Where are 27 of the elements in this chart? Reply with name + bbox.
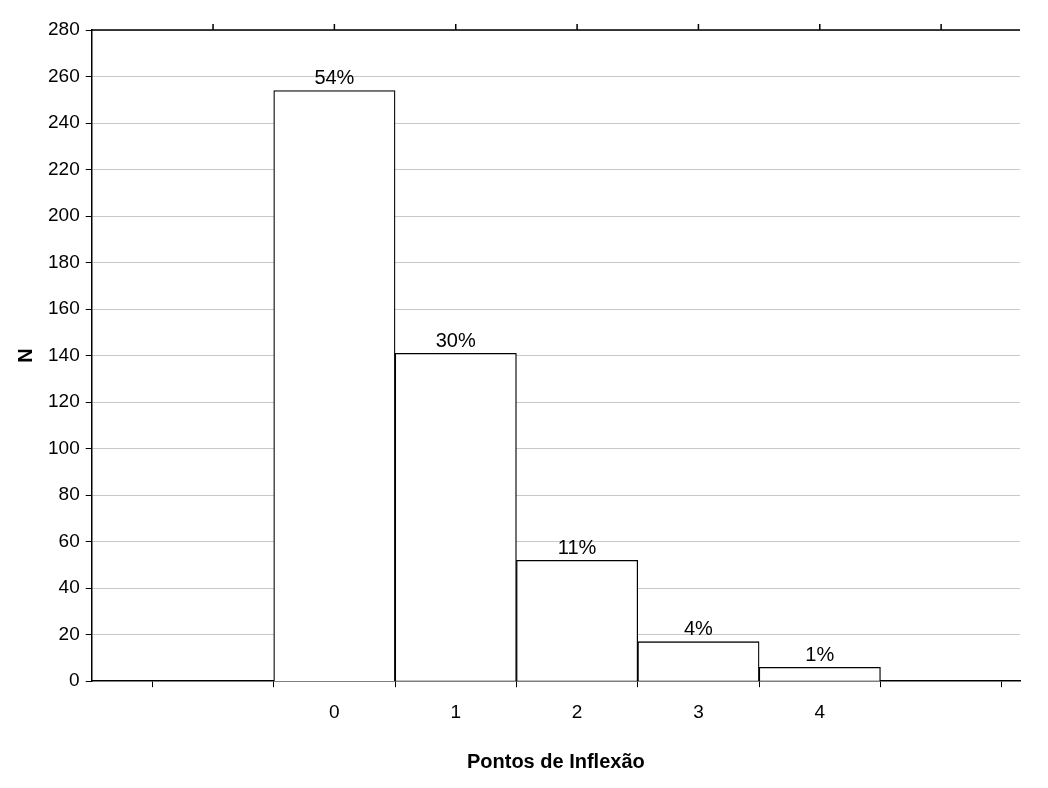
y-tick-label: 40 — [58, 576, 80, 598]
y-tick-label: 0 — [69, 669, 80, 691]
y-tick-label: 120 — [48, 390, 80, 412]
y-tick-label: 80 — [58, 483, 80, 505]
y-tick-label: 280 — [48, 18, 80, 40]
y-tick-label: 260 — [48, 64, 80, 86]
x-tick-label: 0 — [329, 700, 340, 722]
y-tick-label: 180 — [48, 250, 80, 272]
x-tick-label: 4 — [814, 700, 826, 722]
annotation: 11% — [557, 535, 597, 558]
annotation: 1% — [805, 642, 835, 665]
y-tick-label: 200 — [48, 204, 80, 226]
x-tick-label: 2 — [571, 700, 583, 722]
y-axis-title: N — [13, 348, 36, 363]
x-axis-title: Pontos de Inflexão — [466, 749, 645, 772]
x-tick-label: 1 — [450, 700, 462, 722]
y-tick-label: 60 — [58, 529, 80, 551]
annotation: 30% — [435, 328, 476, 351]
y-tick-label: 240 — [48, 111, 80, 133]
y-tick-label: 160 — [48, 297, 80, 319]
annotation: 4% — [683, 617, 714, 640]
annotation: 54% — [314, 65, 355, 88]
y-tick-label: 20 — [58, 622, 80, 644]
x-tick-label: 3 — [693, 700, 704, 722]
y-tick-label: 100 — [48, 436, 80, 458]
y-tick-label: 140 — [48, 343, 80, 365]
y-tick-label: 220 — [48, 157, 80, 179]
